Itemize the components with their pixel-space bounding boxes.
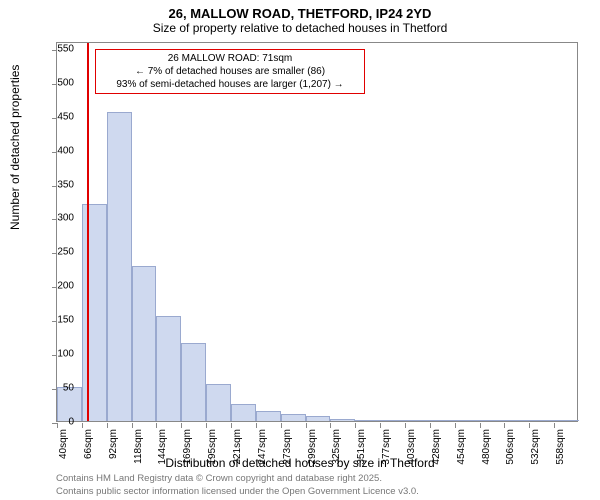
ytick-label: 450 bbox=[57, 111, 74, 122]
xtick-mark bbox=[380, 423, 381, 428]
xtick-mark bbox=[504, 423, 505, 428]
xtick-label: 351sqm bbox=[356, 429, 367, 469]
ytick-mark bbox=[52, 321, 57, 322]
ytick-label: 100 bbox=[57, 349, 74, 360]
histogram-bar bbox=[156, 316, 181, 421]
ytick-mark bbox=[52, 84, 57, 85]
histogram-bar bbox=[355, 420, 380, 421]
chart-title-line2: Size of property relative to detached ho… bbox=[0, 21, 600, 39]
histogram-bar bbox=[480, 420, 505, 421]
xtick-label: 377sqm bbox=[381, 429, 392, 469]
histogram-bar bbox=[256, 411, 281, 421]
ytick-label: 0 bbox=[68, 417, 74, 428]
ytick-mark bbox=[52, 186, 57, 187]
xtick-label: 195sqm bbox=[207, 429, 218, 469]
chart-plot-area: 26 MALLOW ROAD: 71sqm← 7% of detached ho… bbox=[56, 42, 578, 422]
annotation-line: 26 MALLOW ROAD: 71sqm bbox=[101, 52, 359, 65]
property-marker-line bbox=[87, 43, 89, 421]
histogram-bar bbox=[132, 266, 157, 421]
xtick-mark bbox=[82, 423, 83, 428]
histogram-bar bbox=[231, 404, 256, 421]
ytick-label: 500 bbox=[57, 77, 74, 88]
ytick-mark bbox=[52, 219, 57, 220]
attribution-text: Contains HM Land Registry data © Crown c… bbox=[56, 473, 419, 498]
ytick-label: 550 bbox=[57, 43, 74, 54]
xtick-mark bbox=[405, 423, 406, 428]
xtick-mark bbox=[132, 423, 133, 428]
histogram-bar bbox=[455, 420, 480, 421]
annotation-box: 26 MALLOW ROAD: 71sqm← 7% of detached ho… bbox=[95, 49, 365, 94]
xtick-label: 532sqm bbox=[530, 429, 541, 469]
xtick-label: 299sqm bbox=[307, 429, 318, 469]
histogram-bar bbox=[405, 420, 430, 421]
xtick-label: 273sqm bbox=[282, 429, 293, 469]
annotation-line: ← 7% of detached houses are smaller (86) bbox=[101, 65, 359, 78]
xtick-label: 506sqm bbox=[505, 429, 516, 469]
xtick-label: 66sqm bbox=[83, 429, 94, 469]
ytick-label: 350 bbox=[57, 179, 74, 190]
xtick-mark bbox=[281, 423, 282, 428]
xtick-label: 454sqm bbox=[456, 429, 467, 469]
histogram-bar bbox=[181, 343, 206, 421]
xtick-label: 428sqm bbox=[431, 429, 442, 469]
attribution-line1: Contains HM Land Registry data © Crown c… bbox=[56, 473, 419, 485]
ytick-label: 50 bbox=[63, 383, 74, 394]
xtick-mark bbox=[330, 423, 331, 428]
xtick-mark bbox=[256, 423, 257, 428]
ytick-label: 250 bbox=[57, 247, 74, 258]
ytick-mark bbox=[52, 355, 57, 356]
histogram-bar bbox=[529, 420, 554, 421]
ytick-label: 300 bbox=[57, 213, 74, 224]
histogram-bar bbox=[306, 416, 331, 421]
y-axis-label: Number of detached properties bbox=[8, 65, 22, 230]
xtick-mark bbox=[480, 423, 481, 428]
ytick-mark bbox=[52, 118, 57, 119]
xtick-label: 403sqm bbox=[406, 429, 417, 469]
xtick-mark bbox=[529, 423, 530, 428]
xtick-mark bbox=[156, 423, 157, 428]
xtick-label: 118sqm bbox=[133, 429, 144, 469]
histogram-bar bbox=[430, 420, 455, 421]
xtick-label: 480sqm bbox=[481, 429, 492, 469]
xtick-mark bbox=[430, 423, 431, 428]
xtick-mark bbox=[231, 423, 232, 428]
xtick-label: 558sqm bbox=[555, 429, 566, 469]
histogram-bar bbox=[281, 414, 306, 421]
annotation-line: 93% of semi-detached houses are larger (… bbox=[101, 78, 359, 91]
histogram-bar bbox=[107, 112, 132, 421]
xtick-mark bbox=[455, 423, 456, 428]
histogram-bar bbox=[504, 420, 529, 421]
attribution-line2: Contains public sector information licen… bbox=[56, 486, 419, 498]
histogram-bar bbox=[82, 204, 107, 421]
histogram-bar bbox=[330, 419, 355, 421]
xtick-mark bbox=[355, 423, 356, 428]
ytick-label: 200 bbox=[57, 281, 74, 292]
xtick-mark bbox=[306, 423, 307, 428]
histogram-bar bbox=[206, 384, 231, 421]
chart-title-line1: 26, MALLOW ROAD, THETFORD, IP24 2YD bbox=[0, 0, 600, 21]
xtick-mark bbox=[206, 423, 207, 428]
xtick-label: 325sqm bbox=[331, 429, 342, 469]
ytick-label: 400 bbox=[57, 145, 74, 156]
xtick-mark bbox=[107, 423, 108, 428]
xtick-label: 247sqm bbox=[257, 429, 268, 469]
xtick-label: 169sqm bbox=[182, 429, 193, 469]
xtick-label: 40sqm bbox=[58, 429, 69, 469]
ytick-mark bbox=[52, 253, 57, 254]
xtick-label: 144sqm bbox=[157, 429, 168, 469]
xtick-mark bbox=[554, 423, 555, 428]
ytick-mark bbox=[52, 152, 57, 153]
histogram-bar bbox=[554, 420, 579, 421]
ytick-mark bbox=[52, 50, 57, 51]
xtick-label: 221sqm bbox=[232, 429, 243, 469]
xtick-mark bbox=[181, 423, 182, 428]
ytick-mark bbox=[52, 287, 57, 288]
histogram-bar bbox=[380, 420, 405, 421]
xtick-mark bbox=[57, 423, 58, 428]
xtick-label: 92sqm bbox=[108, 429, 119, 469]
ytick-label: 150 bbox=[57, 315, 74, 326]
